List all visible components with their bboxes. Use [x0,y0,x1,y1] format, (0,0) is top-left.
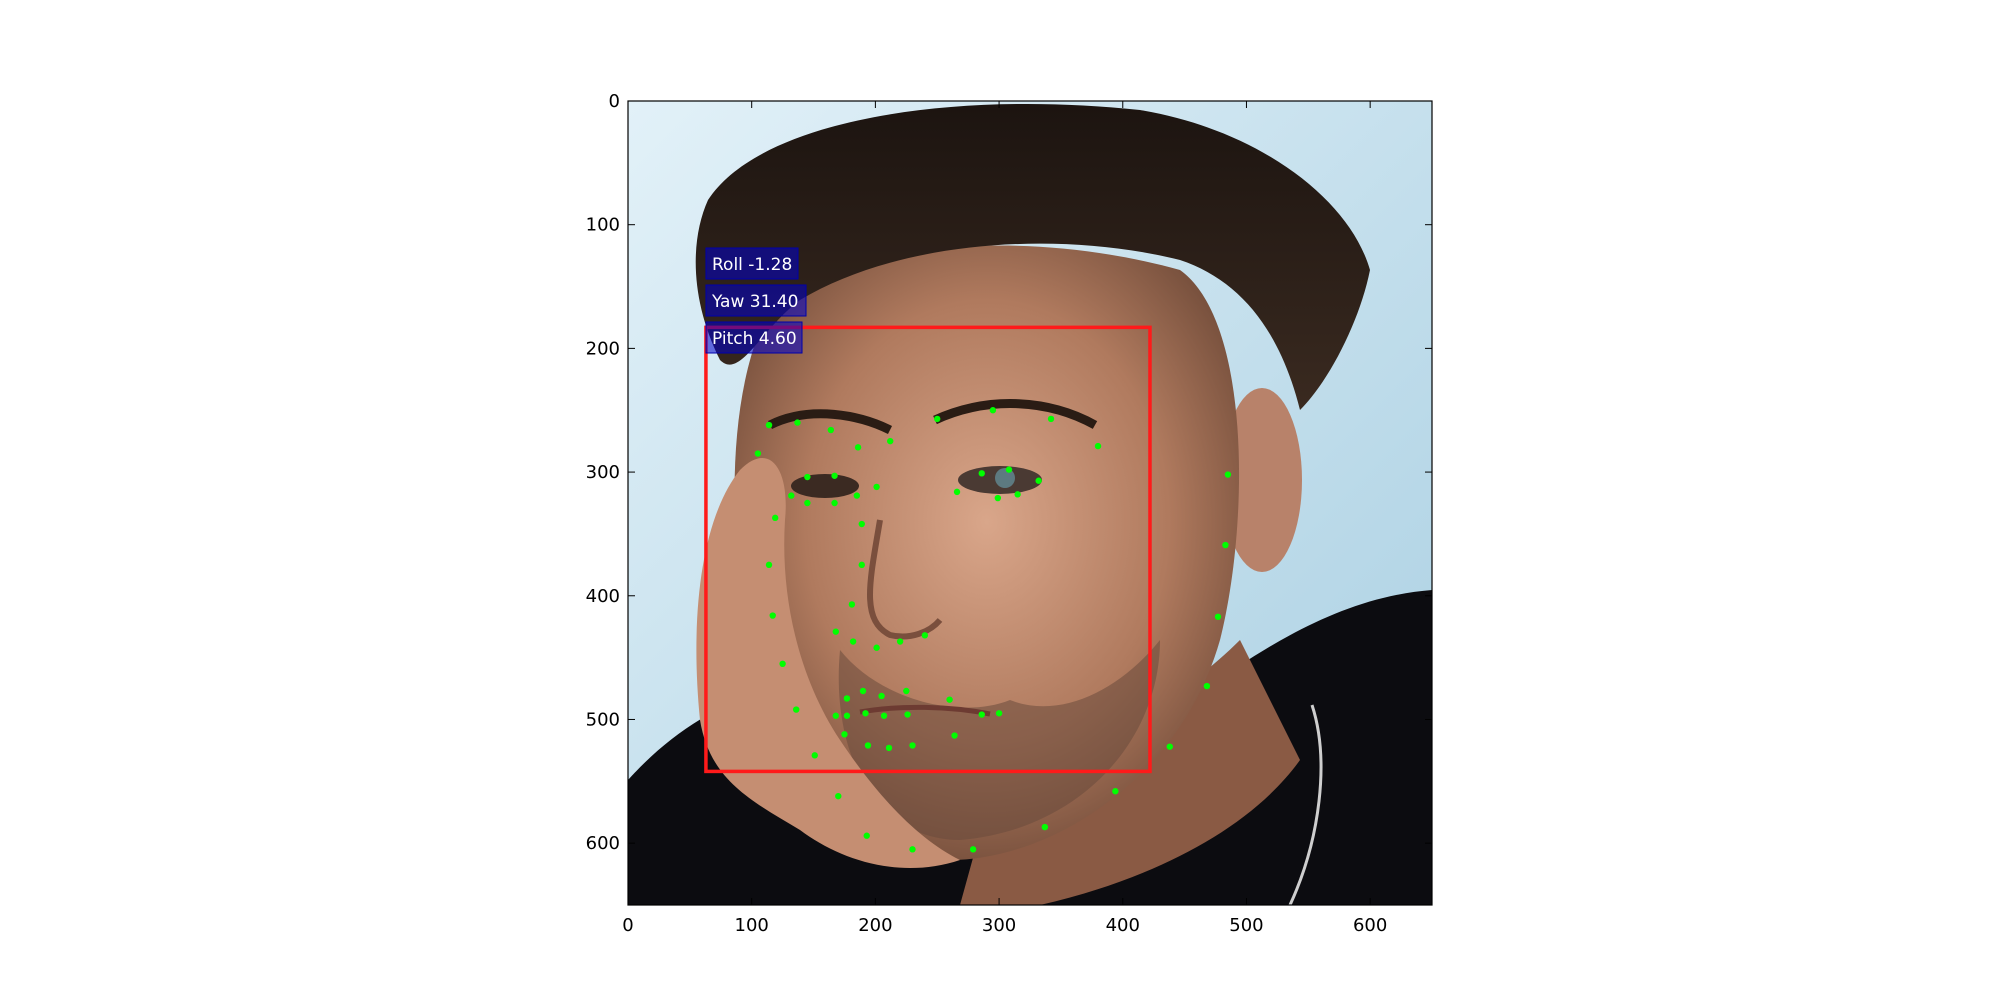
face-landmark-point [1041,823,1049,831]
face-landmark-point [863,832,870,839]
face-landmark-point [862,710,869,717]
face-landmark-point [831,499,838,507]
face-landmark-point [921,632,929,639]
face-landmark-point [909,846,916,853]
face-landmark-point [1222,541,1229,549]
y-tick-label: 600 [586,833,620,854]
face-landmark-point [804,499,811,507]
yaw-label-bg [705,284,807,317]
y-tick-label: 200 [586,338,620,359]
x-tick-label: 200 [858,915,892,936]
face-landmark-point [854,444,862,451]
x-tick-label: 300 [982,915,1016,936]
x-tick-label: 0 [622,915,633,936]
roll-label: Roll -1.28 [712,255,792,275]
face-landmark-point [1224,471,1232,478]
face-landmark-point [1035,477,1042,484]
face-landmark-point [754,450,762,457]
head-pose-labels: Roll -1.28 Yaw 31.40 Pitch 4.60 [705,247,807,354]
face-landmark-point [835,792,842,800]
pitch-label-bg [705,321,803,354]
face-landmark-point [788,492,795,499]
face-landmark-point [811,752,818,759]
face-landmark-point [995,710,1003,717]
face-landmark-point [880,712,888,719]
face-landmark-point [794,419,801,426]
pitch-label: Pitch 4.60 [712,329,797,349]
axes-frame [627,100,1433,906]
face-landmark-point [832,712,840,719]
face-landmark-point [769,612,776,619]
face-landmark-point [978,711,985,718]
face-landmark-point [903,687,910,695]
face-landmark-point [1214,613,1222,620]
face-landmark-point [804,473,811,481]
face-landmark-point [978,470,985,477]
face-landmark-point [1203,682,1211,690]
face-landmark-point [853,492,861,499]
face-landmark-point [765,561,773,569]
face-landmark-point [878,692,885,700]
axis-ticks: 0 100 200 300 400 500 600 0 100 200 300 400 500 600 [586,91,1432,936]
x-tick-label: 500 [1229,915,1263,936]
face-landmark-point [848,601,856,608]
face-landmark-point [859,687,867,695]
face-landmark-point [896,638,904,645]
roll-label-bg [705,247,799,280]
face-landmark-point [1166,743,1173,750]
face-landmark-point [1014,491,1021,498]
face-landmark-point [904,711,911,718]
face-landmark-point [858,561,865,569]
face-landmark-point [1005,466,1013,473]
face-landmark-point [909,742,916,749]
face-landmark-point [969,846,977,853]
face-landmark-point [779,660,786,667]
portrait-photo [628,101,1432,905]
annotation-overlay [704,325,1232,853]
face-landmark-point [858,520,865,528]
face-landmark-point [793,706,800,713]
face-landmark-point [989,407,997,414]
face-bounding-box [704,325,1152,774]
face-landmark-point [765,421,773,429]
face-landmark-point [832,628,840,635]
y-tick-label: 300 [586,462,620,483]
face-landmark-point [849,638,857,645]
face-landmark-point [827,426,835,434]
face-landmark-point [1094,442,1102,450]
yaw-label: Yaw 31.40 [711,292,798,312]
face-landmark-point [953,488,961,496]
y-tick-label: 0 [609,91,620,112]
face-landmark-point [864,742,872,749]
face-landmark-point [994,494,1002,502]
face-landmark-point [934,415,941,423]
face-landmark-point [885,744,893,752]
y-tick-label: 100 [586,215,620,236]
y-tick-label: 500 [586,709,620,730]
face-landmark-point [946,696,953,703]
x-tick-label: 600 [1353,915,1387,936]
face-landmark-point [843,695,851,702]
face-landmark-point [841,731,848,738]
face-landmark-point [843,712,851,719]
face-landmark-point [951,732,958,739]
face-landmark-point [873,644,880,651]
face-landmark-point [831,472,838,479]
face-landmark-point [873,483,880,491]
x-tick-label: 100 [735,915,769,936]
x-tick-label: 400 [1106,915,1140,936]
face-landmark-point [1112,788,1119,795]
face-landmark-point [771,514,779,522]
face-landmark-point [1047,415,1055,423]
face-landmark-point [887,437,894,445]
y-tick-label: 400 [586,586,620,607]
